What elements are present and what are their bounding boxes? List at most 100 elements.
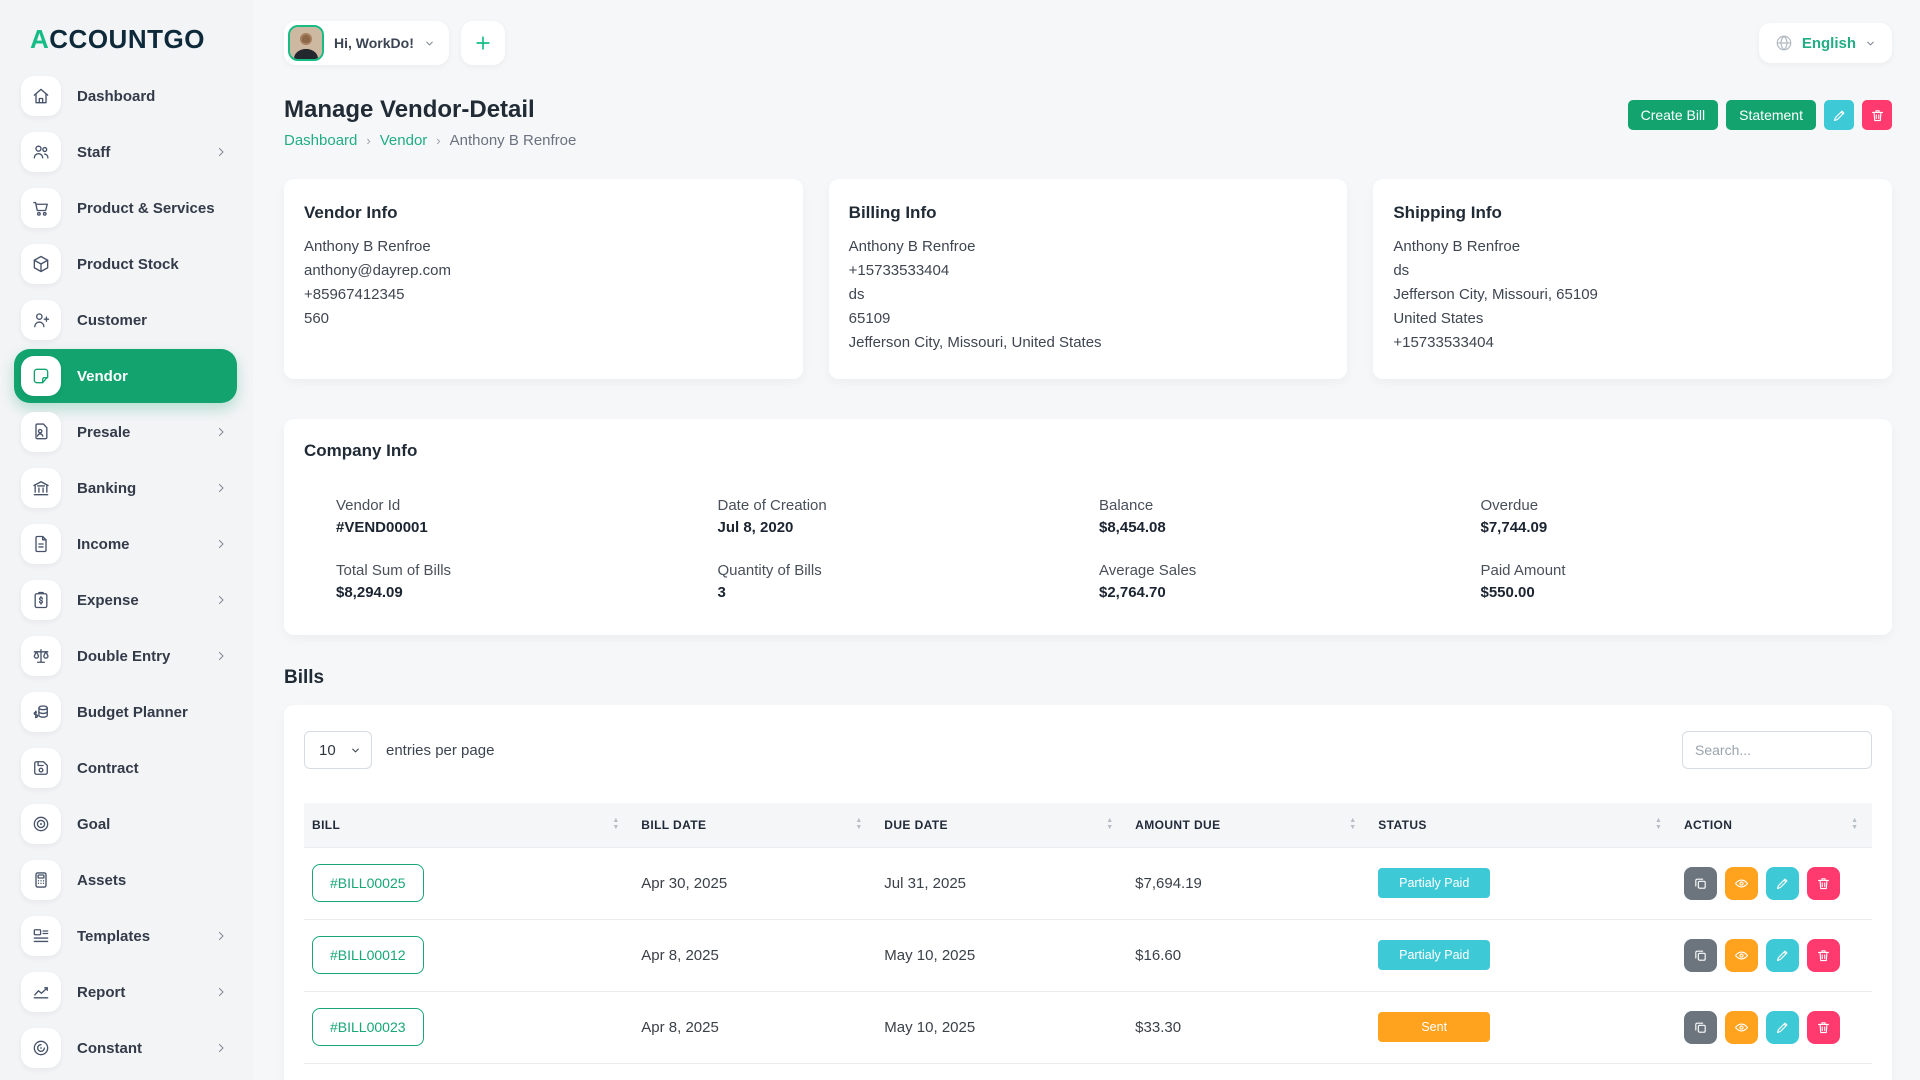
target-icon bbox=[21, 804, 61, 844]
language-selector[interactable]: English bbox=[1758, 23, 1892, 63]
sidebar-item-report[interactable]: Report bbox=[14, 965, 237, 1019]
trash-icon bbox=[1816, 1020, 1831, 1035]
sidebar-item-product-stock[interactable]: Product Stock bbox=[14, 237, 237, 291]
sidebar-item-goal[interactable]: Goal bbox=[14, 797, 237, 851]
status-badge: Sent bbox=[1378, 1012, 1491, 1042]
stat-balance: Balance $8,454.08 bbox=[1099, 497, 1166, 536]
billing-address: ds bbox=[848, 286, 865, 303]
column-header-action[interactable]: ACTION ▲ ▼ bbox=[1675, 803, 1872, 847]
column-header-bill[interactable]: BILL ▲ ▼ bbox=[304, 803, 634, 847]
column-header-amount-due[interactable]: AMOUNT DUE ▲ ▼ bbox=[1127, 803, 1371, 847]
statement-button[interactable]: Statement bbox=[1726, 100, 1816, 130]
entries-per-page-label: entries per page bbox=[386, 741, 495, 759]
topbar: Hi, WorkDo! English bbox=[284, 14, 1892, 72]
layout-icon bbox=[21, 916, 61, 956]
status-badge: Partialy Paid bbox=[1378, 868, 1491, 898]
amount-due: $16.60 bbox=[1127, 918, 1371, 991]
sidebar-item-constant[interactable]: Constant bbox=[14, 1021, 237, 1075]
chevron-down-icon bbox=[424, 38, 435, 49]
sidebar-item-income[interactable]: Income bbox=[14, 517, 237, 571]
entries-per-page-select[interactable]: 10 bbox=[304, 731, 372, 769]
stat-overdue: Overdue $7,744.09 bbox=[1480, 497, 1548, 536]
app-logo: ACCOUNTGO bbox=[30, 24, 205, 54]
sidebar-item-templates[interactable]: Templates bbox=[14, 909, 237, 963]
sidebar-item-label: Contract bbox=[77, 759, 139, 777]
bill-number-link[interactable]: #BILL00023 bbox=[312, 1008, 424, 1046]
edit-button[interactable] bbox=[1765, 866, 1799, 900]
language-label: English bbox=[1801, 34, 1856, 52]
chevron-right-icon bbox=[215, 1042, 227, 1054]
duplicate-button[interactable] bbox=[1683, 1010, 1717, 1044]
delete-button[interactable] bbox=[1806, 1010, 1840, 1044]
user-menu[interactable]: Hi, WorkDo! bbox=[284, 21, 449, 65]
sidebar-item-dashboard[interactable]: Dashboard bbox=[14, 69, 237, 123]
create-bill-button[interactable]: Create Bill bbox=[1627, 100, 1719, 130]
billing-info-card: Billing Info Anthony B Renfroe +15733533… bbox=[828, 179, 1348, 379]
company-info-card: Company Info Vendor Id #VEND00001 Date o… bbox=[284, 419, 1892, 635]
table-row: #BILL00025 Apr 30, 2025 Jul 31, 2025 $7,… bbox=[304, 846, 1872, 919]
bill-number-link[interactable]: #BILL00012 bbox=[312, 936, 424, 974]
view-button[interactable] bbox=[1724, 1010, 1758, 1044]
card-title: Billing Info bbox=[848, 203, 937, 222]
duplicate-button[interactable] bbox=[1683, 938, 1717, 972]
edit-button[interactable] bbox=[1765, 1010, 1799, 1044]
trash-icon bbox=[1816, 948, 1831, 963]
duplicate-button[interactable] bbox=[1683, 866, 1717, 900]
sidebar-item-label: Goal bbox=[77, 815, 111, 833]
edit-vendor-button[interactable] bbox=[1824, 100, 1854, 130]
column-header-due-date[interactable]: DUE DATE ▲ ▼ bbox=[876, 803, 1128, 847]
breadcrumb-vendor[interactable]: Vendor bbox=[379, 132, 428, 149]
sidebar-item-assets[interactable]: Assets bbox=[14, 853, 237, 907]
sidebar-item-customer[interactable]: Customer bbox=[14, 293, 237, 347]
pencil-icon bbox=[1775, 1020, 1790, 1035]
status-badge: Partialy Paid bbox=[1378, 940, 1491, 970]
chart-icon bbox=[21, 972, 61, 1012]
card-title: Company Info bbox=[304, 441, 418, 460]
bills-table: BILL ▲ ▼ BILL DATE ▲ ▼ DUE DATE ▲ ▼ AMOUNT DUE… bbox=[304, 803, 1872, 1064]
sort-icon: ▲ ▼ bbox=[855, 817, 863, 832]
sidebar-item-budget-planner[interactable]: Budget Planner bbox=[14, 685, 237, 739]
sidebar-item-expense[interactable]: Expense bbox=[14, 573, 237, 627]
sidebar-nav: Dashboard Staff Product & Services Produ… bbox=[0, 69, 253, 1075]
stat-total-sum-of-bills: Total Sum of Bills $8,294.09 bbox=[336, 562, 452, 601]
breadcrumb: Dashboard › Vendor › Anthony B Renfroe bbox=[284, 132, 576, 149]
billing-phone: +15733533404 bbox=[848, 262, 950, 279]
home-icon bbox=[21, 76, 61, 116]
sidebar-item-presale[interactable]: Presale bbox=[14, 405, 237, 459]
delete-button[interactable] bbox=[1806, 866, 1840, 900]
add-button[interactable] bbox=[460, 21, 505, 65]
sidebar-item-vendor[interactable]: Vendor bbox=[14, 349, 237, 403]
stat-vendor-id: Vendor Id #VEND00001 bbox=[336, 497, 428, 536]
calculator-icon bbox=[21, 860, 61, 900]
sidebar-item-banking[interactable]: Banking bbox=[14, 461, 237, 515]
due-date: May 10, 2025 bbox=[876, 990, 1128, 1063]
pencil-icon bbox=[1832, 108, 1847, 123]
sidebar-item-product-services[interactable]: Product & Services bbox=[14, 181, 237, 235]
chevron-down-icon bbox=[350, 745, 361, 756]
sidebar-item-label: Vendor bbox=[77, 367, 128, 385]
column-header-status[interactable]: STATUS ▲ ▼ bbox=[1370, 803, 1676, 847]
sort-icon: ▲ ▼ bbox=[1349, 817, 1357, 832]
presale-doc-icon bbox=[21, 412, 61, 452]
billing-zip: 65109 bbox=[848, 310, 891, 327]
sidebar-item-label: Double Entry bbox=[77, 647, 171, 665]
table-header-row: BILL ▲ ▼ BILL DATE ▲ ▼ DUE DATE ▲ ▼ AMOUNT DUE… bbox=[304, 803, 1872, 847]
search-input[interactable] bbox=[1682, 731, 1872, 769]
delete-button[interactable] bbox=[1806, 938, 1840, 972]
bill-number-link[interactable]: #BILL00025 bbox=[312, 864, 424, 902]
column-header-bill-date[interactable]: BILL DATE ▲ ▼ bbox=[633, 803, 877, 847]
view-button[interactable] bbox=[1724, 866, 1758, 900]
sort-icon: ▲ ▼ bbox=[1655, 817, 1662, 832]
breadcrumb-dashboard[interactable]: Dashboard bbox=[284, 132, 358, 149]
view-button[interactable] bbox=[1724, 938, 1758, 972]
sidebar-item-label: Customer bbox=[77, 311, 148, 329]
sidebar-item-double-entry[interactable]: Double Entry bbox=[14, 629, 237, 683]
sidebar-item-contract[interactable]: Contract bbox=[14, 741, 237, 795]
sort-icon: ▲ ▼ bbox=[612, 817, 620, 832]
edit-button[interactable] bbox=[1765, 938, 1799, 972]
box-icon bbox=[21, 244, 61, 284]
sidebar-item-staff[interactable]: Staff bbox=[14, 125, 237, 179]
plus-icon bbox=[473, 33, 493, 53]
delete-vendor-button[interactable] bbox=[1862, 100, 1892, 130]
sidebar-item-label: Constant bbox=[77, 1039, 142, 1057]
